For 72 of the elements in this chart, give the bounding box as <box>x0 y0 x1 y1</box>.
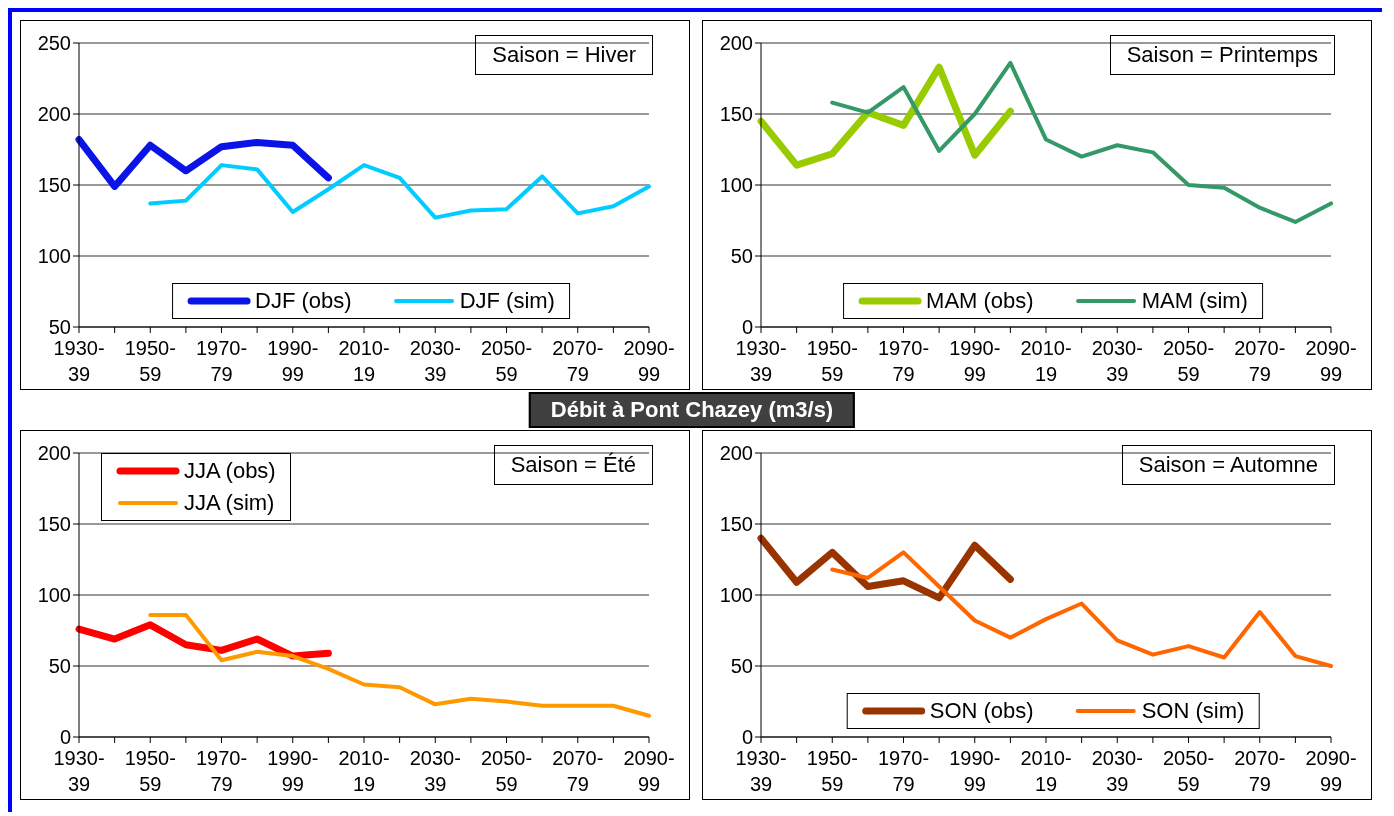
x-tick-label: 2070-79 <box>552 337 604 385</box>
y-tick-label: 0 <box>59 726 71 749</box>
y-tick-label: 200 <box>37 442 71 465</box>
x-tick-label: 1970-79 <box>195 747 248 795</box>
y-tick-label: 200 <box>37 103 71 126</box>
y-tick-label: 150 <box>719 513 753 536</box>
x-tick-label: 1930-39 <box>735 337 787 385</box>
y-tick-label: 200 <box>719 32 753 55</box>
line-series <box>148 612 651 718</box>
y-tick-label: 250 <box>37 32 71 55</box>
legend-label: MAM (sim) <box>1141 288 1248 314</box>
x-tick-label: 2050-59 <box>480 337 533 385</box>
x-tick-label: 2030-39 <box>1091 337 1143 385</box>
annotation: Saison = Hiver <box>475 35 653 75</box>
legend-label: SON (sim) <box>1141 698 1245 724</box>
y-tick-label: 150 <box>37 513 71 536</box>
x-tick-label: 1950-59 <box>124 747 176 795</box>
legend-label: JJA (obs) <box>184 458 276 484</box>
x-tick-label: 2050-59 <box>480 747 533 795</box>
x-tick-label: 2070-79 <box>552 747 604 795</box>
x-tick-label: 1990-99 <box>949 747 1001 795</box>
y-tick-label: 50 <box>48 655 71 678</box>
x-tick-label: 2090-99 <box>1305 747 1357 795</box>
x-tick-label: 2070-79 <box>1234 747 1286 795</box>
annotation: Saison = Été <box>493 445 653 485</box>
y-tick-label: 0 <box>741 316 753 339</box>
annotation: Saison = Automne <box>1121 445 1335 485</box>
legend-label: JJA (sim) <box>184 490 275 516</box>
annotation: Saison = Printemps <box>1109 35 1335 75</box>
x-tick-label: 1990-99 <box>267 747 319 795</box>
legend-label: DJF (sim) <box>459 288 555 314</box>
line-series <box>830 550 1333 668</box>
legend-label: DJF (obs) <box>255 288 352 314</box>
x-tick-label: 1970-79 <box>877 337 930 385</box>
x-tick-label: 2010-19 <box>1020 337 1072 385</box>
text: Débit à Pont Chazey (m3/s) <box>528 392 856 428</box>
y-tick-label: 100 <box>719 174 753 197</box>
x-tick-label: 2010-19 <box>338 747 390 795</box>
x-tick-label: 1950-59 <box>124 337 176 385</box>
y-tick-label: 150 <box>719 103 753 126</box>
x-tick-label: 2010-19 <box>1020 747 1072 795</box>
x-tick-label: 1970-79 <box>195 337 248 385</box>
y-tick-label: 50 <box>48 316 71 339</box>
x-tick-label: 1930-39 <box>735 747 787 795</box>
x-tick-label: 2050-59 <box>1162 747 1215 795</box>
x-tick-label: 1990-99 <box>267 337 319 385</box>
x-tick-label: 1990-99 <box>949 337 1001 385</box>
x-tick-label: 2090-99 <box>1305 337 1357 385</box>
x-tick-label: 2090-99 <box>623 337 675 385</box>
y-tick-label: 100 <box>37 245 71 268</box>
y-tick-label: 100 <box>719 584 753 607</box>
x-tick-label: 2030-39 <box>409 747 461 795</box>
x-tick-label: 1930-39 <box>53 747 105 795</box>
x-tick-label: 1950-59 <box>806 747 858 795</box>
y-tick-label: 200 <box>719 442 753 465</box>
x-tick-label: 2050-59 <box>1162 337 1215 385</box>
x-tick-label: 2090-99 <box>623 747 675 795</box>
line-series <box>148 163 651 220</box>
x-tick-label: 2030-39 <box>1091 747 1143 795</box>
x-tick-label: 1930-39 <box>53 337 105 385</box>
y-tick-label: 0 <box>741 726 753 749</box>
y-tick-label: 100 <box>37 584 71 607</box>
x-tick-label: 1950-59 <box>806 337 858 385</box>
legend-label: MAM (obs) <box>926 288 1034 314</box>
x-tick-label: 2010-19 <box>338 337 390 385</box>
y-tick-label: 50 <box>730 245 753 268</box>
x-tick-label: 2070-79 <box>1234 337 1286 385</box>
legend-label: SON (obs) <box>929 698 1034 724</box>
y-tick-label: 150 <box>37 174 71 197</box>
y-tick-label: 50 <box>730 655 753 678</box>
x-tick-label: 1970-79 <box>877 747 930 795</box>
x-tick-label: 2030-39 <box>409 337 461 385</box>
